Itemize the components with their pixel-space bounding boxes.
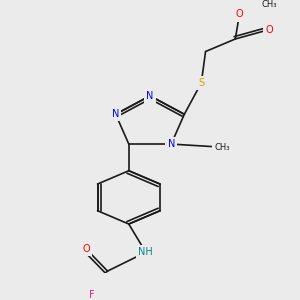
Text: O: O	[266, 25, 273, 34]
Text: CH₃: CH₃	[214, 143, 230, 152]
Text: S: S	[198, 78, 204, 88]
Text: N: N	[146, 91, 154, 101]
Text: F: F	[89, 290, 95, 300]
Text: O: O	[236, 9, 243, 19]
Text: O: O	[82, 244, 90, 254]
Text: N: N	[112, 109, 119, 119]
Text: CH₃: CH₃	[262, 0, 277, 9]
Text: N: N	[167, 139, 175, 149]
Text: NH: NH	[138, 247, 153, 257]
